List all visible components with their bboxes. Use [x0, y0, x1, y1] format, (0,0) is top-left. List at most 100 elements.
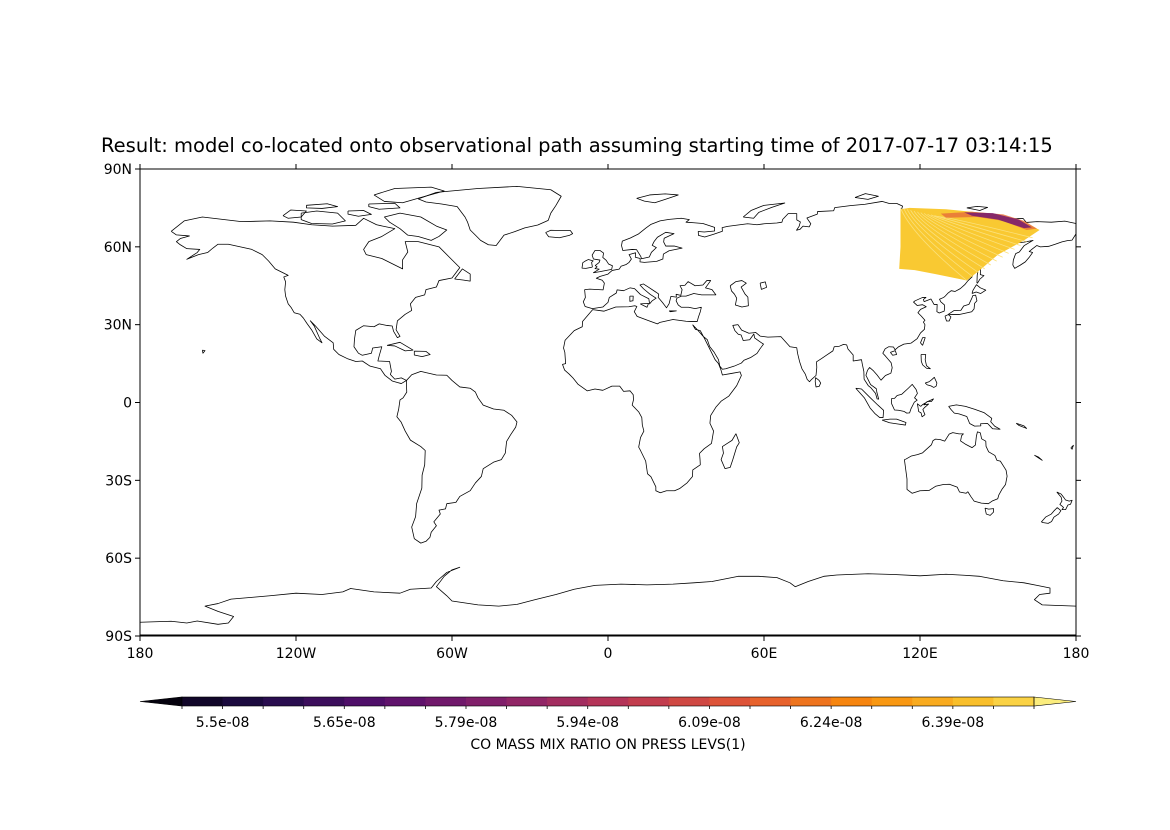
- y-tick-label: 90N: [104, 162, 132, 178]
- y-tick-label: 60S: [105, 551, 132, 567]
- coast-europe: [563, 234, 1077, 493]
- swath-track: [917, 211, 997, 262]
- swath-high-band: [964, 212, 1032, 229]
- swath-track: [934, 215, 1027, 243]
- coast-tasmania: [985, 508, 994, 515]
- coast-kyushu: [945, 315, 951, 321]
- coast-victoria-island: [301, 211, 345, 224]
- coast-fiji: [1071, 445, 1074, 449]
- swath-track: [927, 213, 1015, 250]
- coast-iceland: [546, 230, 573, 238]
- coast-great-britain: [592, 250, 612, 272]
- coast-sulawesi: [917, 399, 933, 417]
- colorbar-bin: [425, 697, 467, 706]
- swath-track: [906, 209, 979, 274]
- coast-taiwan: [921, 338, 926, 346]
- coast-crete: [669, 311, 676, 312]
- colorbar-label: CO MASS MIX RATIO ON PRESS LEVS(1): [470, 737, 745, 753]
- swath-track: [930, 214, 1021, 246]
- co-swath: [899, 207, 1040, 281]
- coast-hokkaido: [972, 285, 986, 294]
- coast-banks-island: [283, 210, 306, 218]
- coast-luzon: [921, 355, 930, 369]
- coast-south-america: [397, 371, 517, 543]
- coast-greenland: [418, 186, 561, 245]
- colorbar-bin: [587, 697, 629, 706]
- colorbar-tick-label: 5.94e-08: [556, 715, 619, 731]
- colorbar-outline: [181, 696, 1035, 707]
- coast-svalbard: [637, 194, 679, 203]
- colorbar-bin: [344, 697, 386, 706]
- coast-borneo: [891, 384, 917, 413]
- x-tick-label: 180: [1063, 646, 1090, 662]
- colorbar-bin: [952, 697, 994, 706]
- colorbar-bin: [222, 697, 264, 706]
- x-tick-label: 180: [127, 646, 154, 662]
- x-tick-label: 60W: [436, 646, 468, 662]
- coast-novaya-zemlya: [743, 203, 785, 218]
- colorbar-bin: [709, 697, 751, 706]
- swath-track: [903, 208, 974, 277]
- y-tick-label: 0: [123, 396, 132, 412]
- coast-ellesmere-island: [374, 187, 444, 203]
- colorbar: 5.5e-08 5.65e-08 5.79e-08 5.94e-08 6.09e-08 6…: [139, 696, 1077, 731]
- colorbar-tick-label: 5.65e-08: [313, 715, 376, 731]
- colorbar-tick-label: 6.09e-08: [678, 715, 741, 731]
- x-tick-label: 120W: [276, 646, 317, 662]
- colorbar-bin: [831, 697, 873, 706]
- coast-mindanao: [925, 377, 937, 387]
- y-tick-label: 30S: [105, 473, 132, 489]
- coastlines: [140, 186, 1076, 624]
- colorbar-bin: [182, 697, 223, 706]
- coast-severnaya-zemlya: [855, 194, 878, 200]
- coast-sicily: [640, 303, 648, 307]
- colorbar-bin: [466, 697, 507, 706]
- colorbar-bin: [871, 697, 913, 706]
- y-tick-label: 60N: [104, 240, 132, 256]
- colorbar-bin: [790, 697, 832, 706]
- coast-java: [882, 419, 906, 425]
- swath-track: [920, 212, 1003, 258]
- colorbar-bin: [384, 697, 426, 706]
- colorbar-bin: [668, 697, 710, 706]
- swath-mid-band: [940, 211, 1037, 230]
- coast-new-caledonia: [1034, 455, 1042, 460]
- coast-newfoundland: [455, 269, 471, 281]
- coast-new-siberian-islands: [967, 206, 988, 210]
- coast-madagascar: [721, 434, 739, 469]
- coast-baffin-island: [384, 213, 446, 240]
- map-content: [140, 186, 1076, 624]
- coast-cuba: [387, 342, 413, 351]
- swath-track: [937, 216, 1033, 239]
- colorbar-tick-label: 6.24e-08: [800, 715, 863, 731]
- colorbar-bin: [912, 697, 954, 706]
- colorbar-bin: [993, 697, 1035, 706]
- colorbar-bin: [547, 697, 589, 706]
- swath-track: [923, 213, 1009, 254]
- swath-track: [900, 207, 968, 281]
- coast-new-guinea: [949, 405, 1000, 429]
- colorbar-extend-high: [1033, 696, 1077, 707]
- coast-honshu: [948, 295, 977, 314]
- coast-hainan: [890, 351, 896, 356]
- coast-hawaii: [202, 350, 205, 353]
- coast-ireland: [582, 260, 593, 269]
- colorbar-tick-label: 5.5e-08: [196, 715, 250, 731]
- x-tick-label: 0: [604, 646, 613, 662]
- colorbar-bin: [750, 697, 791, 706]
- coast-devon-island: [369, 203, 400, 209]
- colorbar-bin: [506, 697, 548, 706]
- coast-australia: [904, 432, 1007, 504]
- colorbar-bin: [303, 697, 345, 706]
- coast-melville-island: [306, 204, 337, 209]
- x-tick-label: 120E: [902, 646, 938, 662]
- map-title: Result: model co-located onto observatio…: [101, 134, 1053, 157]
- colorbar-tick-label: 6.39e-08: [922, 715, 985, 731]
- coast-sumatra: [856, 388, 884, 417]
- coast-antarctica: [140, 567, 1076, 624]
- swath-track: [910, 210, 985, 270]
- x-tick-label: 60E: [751, 646, 778, 662]
- coast-europe-north: [585, 201, 1076, 289]
- coast-sri-lanka: [815, 378, 820, 387]
